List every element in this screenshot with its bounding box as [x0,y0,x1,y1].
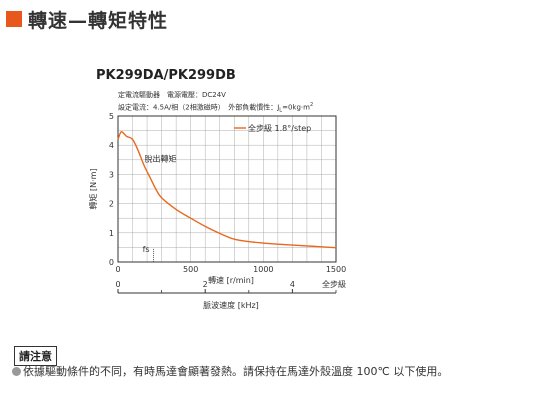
secondary-tick-label: 0 [115,280,120,289]
torque-curve-series [117,131,337,249]
y-tick-label: 2 [109,200,114,209]
y-axis-label: 轉矩 [N·m] [88,168,98,209]
notice-line: 依據驅動條件的不同，有時馬達會顯著發熱。請保持在馬達外殼溫度 100℃ 以下使用… [12,363,448,379]
section-header: 轉速—轉矩特性 [6,6,168,32]
header-square-icon [6,11,22,27]
bullet-icon [12,366,21,376]
conditions-line-2-sub: L [279,107,283,114]
conditions-line-2: 設定電流：4.5A/相（2相激磁時） 外部負載慣性：JL=0kg·m2 [118,100,313,116]
annotation-pullout-torque: 脫出轉矩 [145,153,177,163]
chart-grid [118,116,336,262]
x-tick-label: 0 [115,265,120,274]
secondary-axis-unit: 全步級 [322,279,346,289]
x-tick-label: 500 [183,265,198,274]
y-tick-label: 1 [109,229,114,238]
notice-badge: 請注意 [14,346,57,366]
notice-text: 依據驅動條件的不同，有時馬達會顯著發熱。請保持在馬達外殼溫度 100℃ 以下使用… [23,365,449,378]
annotation-fs: fs [143,245,150,254]
conditions-line-2-sup: 2 [309,102,314,108]
y-tick-label: 0 [109,258,114,267]
y-tick-label: 5 [109,112,114,121]
y-tick-label: 4 [109,141,114,150]
y-tick-label: 3 [109,170,114,179]
legend-label: 全步級 1.8°/step [248,123,311,133]
x-tick-label: 1500 [326,265,346,274]
chart-model-title: PK299DA/PK299DB [96,68,236,83]
secondary-tick-label: 4 [290,280,295,289]
plot-frame [117,115,337,263]
x-tick-label: 1000 [253,265,273,274]
x-tick-labels: 0 500 1000 1500 [115,265,346,274]
secondary-tick-label: 2 [203,280,208,289]
chart-legend: 全步級 1.8°/step [234,123,311,133]
conditions-line-1: 定電流驅動器 電源電壓：DC24V [118,91,226,99]
conditions-line-2-tail: =0kg·m [282,103,310,112]
torque-speed-chart: 0 1 2 3 4 5 0 500 1000 1500 全步級 1.8°/step 脫出轉矩 f… [88,112,346,310]
secondary-axis-label: 脈波速度 [kHz] [203,300,259,310]
conditions-line-2-text: 設定電流：4.5A/相（2相激磁時） 外部負載慣性：J [118,103,280,112]
y-tick-labels: 0 1 2 3 4 5 [109,112,114,267]
secondary-axis-ticks: 0 2 4 [115,280,337,293]
x-axis-label: 轉速 [r/min] [208,275,254,285]
section-title: 轉速—轉矩特性 [28,9,169,32]
